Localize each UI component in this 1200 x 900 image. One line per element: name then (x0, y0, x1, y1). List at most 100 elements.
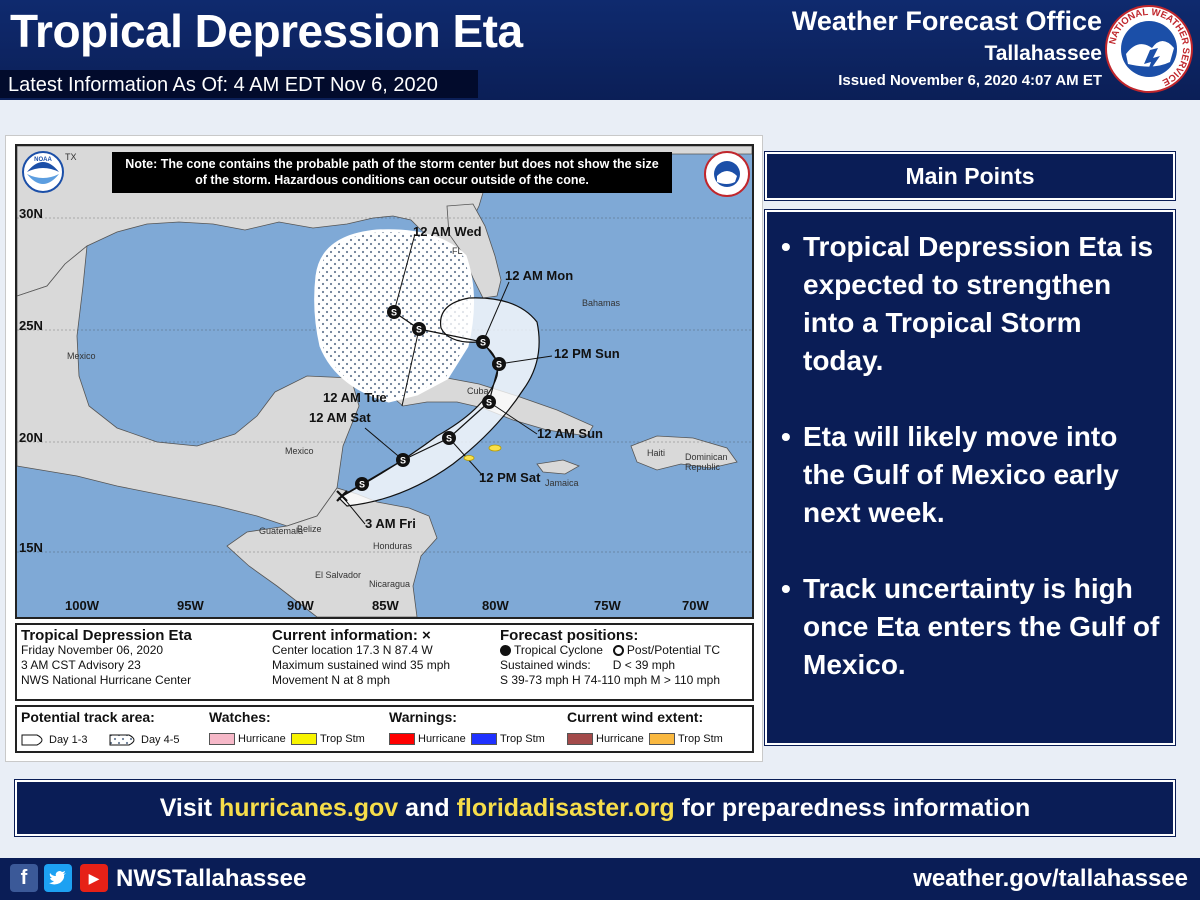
footer: f ▶ NWSTallahassee weather.gov/tallahass… (0, 858, 1200, 900)
youtube-icon[interactable]: ▶ (80, 864, 108, 892)
place-label: El Salvador (315, 570, 362, 580)
mexico-land (17, 245, 360, 527)
trop-storm-marker (488, 444, 502, 452)
svg-text:S: S (446, 434, 452, 444)
lat-label: 25N (19, 318, 43, 333)
jamaica-land (536, 459, 580, 475)
lat-label: 30N (19, 206, 43, 221)
lon-label: 75W (594, 598, 621, 613)
place-label: TX (65, 152, 77, 162)
cone-outline-icon (21, 734, 43, 746)
track-label-tue: 12 AM Tue (323, 390, 387, 405)
main-points-heading: Main Points (764, 151, 1176, 201)
place-label: Guatemala (259, 526, 304, 536)
lat-label: 20N (19, 430, 43, 445)
website-link[interactable]: weather.gov/tallahassee (913, 865, 1188, 892)
track-label-sun-pm: 12 PM Sun (554, 346, 620, 361)
place-label: Belize (297, 524, 322, 534)
map-note: Note: The cone contains the probable pat… (112, 152, 672, 193)
track-label-mon: 12 AM Mon (505, 268, 574, 283)
place-label: Dominican Republic (685, 452, 728, 472)
office-name: Weather Forecast Office (791, 6, 1102, 36)
office-location: Tallahassee (984, 42, 1102, 65)
swatch-icon (291, 733, 317, 745)
lat-label: 15N (19, 540, 43, 555)
legend-day13: Day 1-3 (21, 733, 88, 747)
track-label-wed: 12 AM Wed (413, 224, 482, 239)
post-tc-icon (612, 645, 624, 656)
twitter-icon[interactable] (44, 864, 72, 892)
florida-land (446, 203, 502, 299)
place-label: Jamaica (545, 478, 579, 488)
storm-info-box: Tropical Depression Eta Friday November … (15, 623, 754, 701)
lon-label: 85W (372, 598, 399, 613)
legend-warn-tropstm: Trop Stm (471, 733, 545, 745)
legend-warn-hurricane: Hurricane (389, 733, 466, 745)
forecast-cone-graphic: S S S S S S S S NOAA (5, 135, 763, 762)
hispaniola-land (630, 435, 738, 471)
lon-label: 90W (287, 598, 314, 613)
main-point: Track uncertainty is high once Eta enter… (781, 570, 1163, 684)
svg-text:S: S (486, 398, 492, 408)
main-points-panel: Tropical Depression Eta is expected to s… (764, 209, 1176, 746)
place-label: Bahamas (582, 298, 621, 308)
svg-text:S: S (400, 456, 406, 466)
svg-text:S: S (496, 360, 502, 370)
trop-storm-marker (463, 455, 475, 461)
forecast-points (355, 305, 506, 491)
social-handle[interactable]: NWSTallahassee (116, 865, 307, 892)
lon-label: 95W (177, 598, 204, 613)
noaa-logo-icon: NOAA (22, 151, 64, 193)
track-label-sun-am: 12 AM Sun (537, 426, 603, 441)
legend-wind-hurricane: Hurricane (567, 733, 644, 745)
svg-text:S: S (359, 480, 365, 490)
place-label: Honduras (373, 541, 413, 551)
current-info: Current information: × Center location 1… (272, 627, 451, 687)
main-point: Eta will likely move into the Gulf of Me… (781, 418, 1163, 532)
track-label-sat-am: 12 AM Sat (309, 410, 371, 425)
place-label: Mexico (67, 351, 96, 361)
swatch-icon (389, 733, 415, 745)
place-label: Cuba (467, 386, 489, 396)
visit-banner: Visit hurricanes.gov and floridadisaster… (14, 779, 1176, 837)
swatch-icon (649, 733, 675, 745)
swatch-icon (567, 733, 593, 745)
header: Tropical Depression Eta Latest Informati… (0, 0, 1200, 100)
hurricanes-link[interactable]: hurricanes.gov (218, 794, 399, 822)
forecast-map: S S S S S S S S NOAA (15, 144, 754, 619)
dotted-cone-icon (109, 734, 135, 746)
place-label: Nicaragua (369, 579, 411, 589)
forecast-positions: Forecast positions: Tropical Cyclone Pos… (500, 627, 721, 687)
place-label: Mexico (285, 446, 314, 456)
issued-time: Issued November 6, 2020 4:07 AM ET (838, 72, 1102, 89)
track-label-fri: 3 AM Fri (365, 516, 416, 531)
place-label: FL (452, 246, 463, 256)
legend-watch-tropstm: Trop Stm (291, 733, 365, 745)
floridadisaster-link[interactable]: floridadisaster.org (456, 794, 675, 822)
place-label: Haiti (647, 448, 666, 458)
map-legend: Potential track area: Watches: Warnings:… (15, 705, 754, 753)
legend-wind-tropstm: Trop Stm (649, 733, 723, 745)
svg-text:S: S (416, 325, 422, 335)
swatch-icon (471, 733, 497, 745)
page-title: Tropical Depression Eta (10, 5, 523, 57)
main-point: Tropical Depression Eta is expected to s… (781, 228, 1163, 380)
swatch-icon (209, 733, 235, 745)
svg-text:S: S (480, 338, 486, 348)
nws-logo-icon: NATIONAL WEATHER SERVICE (1105, 5, 1193, 93)
track-label-sat-pm: 12 PM Sat (479, 470, 541, 485)
legend-day45: Day 4-5 (109, 733, 180, 747)
lon-label: 80W (482, 598, 509, 613)
svg-text:NOAA: NOAA (34, 157, 52, 163)
current-position-icon (336, 490, 348, 502)
facebook-icon[interactable]: f (10, 864, 38, 892)
tropical-cyclone-icon (500, 645, 511, 656)
storm-summary: Tropical Depression Eta Friday November … (21, 627, 192, 687)
day13-cone (338, 297, 540, 507)
nws-small-logo-icon (704, 151, 750, 197)
legend-watch-hurricane: Hurricane (209, 733, 286, 745)
lon-label: 70W (682, 598, 709, 613)
svg-text:S: S (391, 308, 397, 318)
latest-info-bar: Latest Information As Of: 4 AM EDT Nov 6… (0, 70, 478, 98)
lon-label: 100W (65, 598, 99, 613)
